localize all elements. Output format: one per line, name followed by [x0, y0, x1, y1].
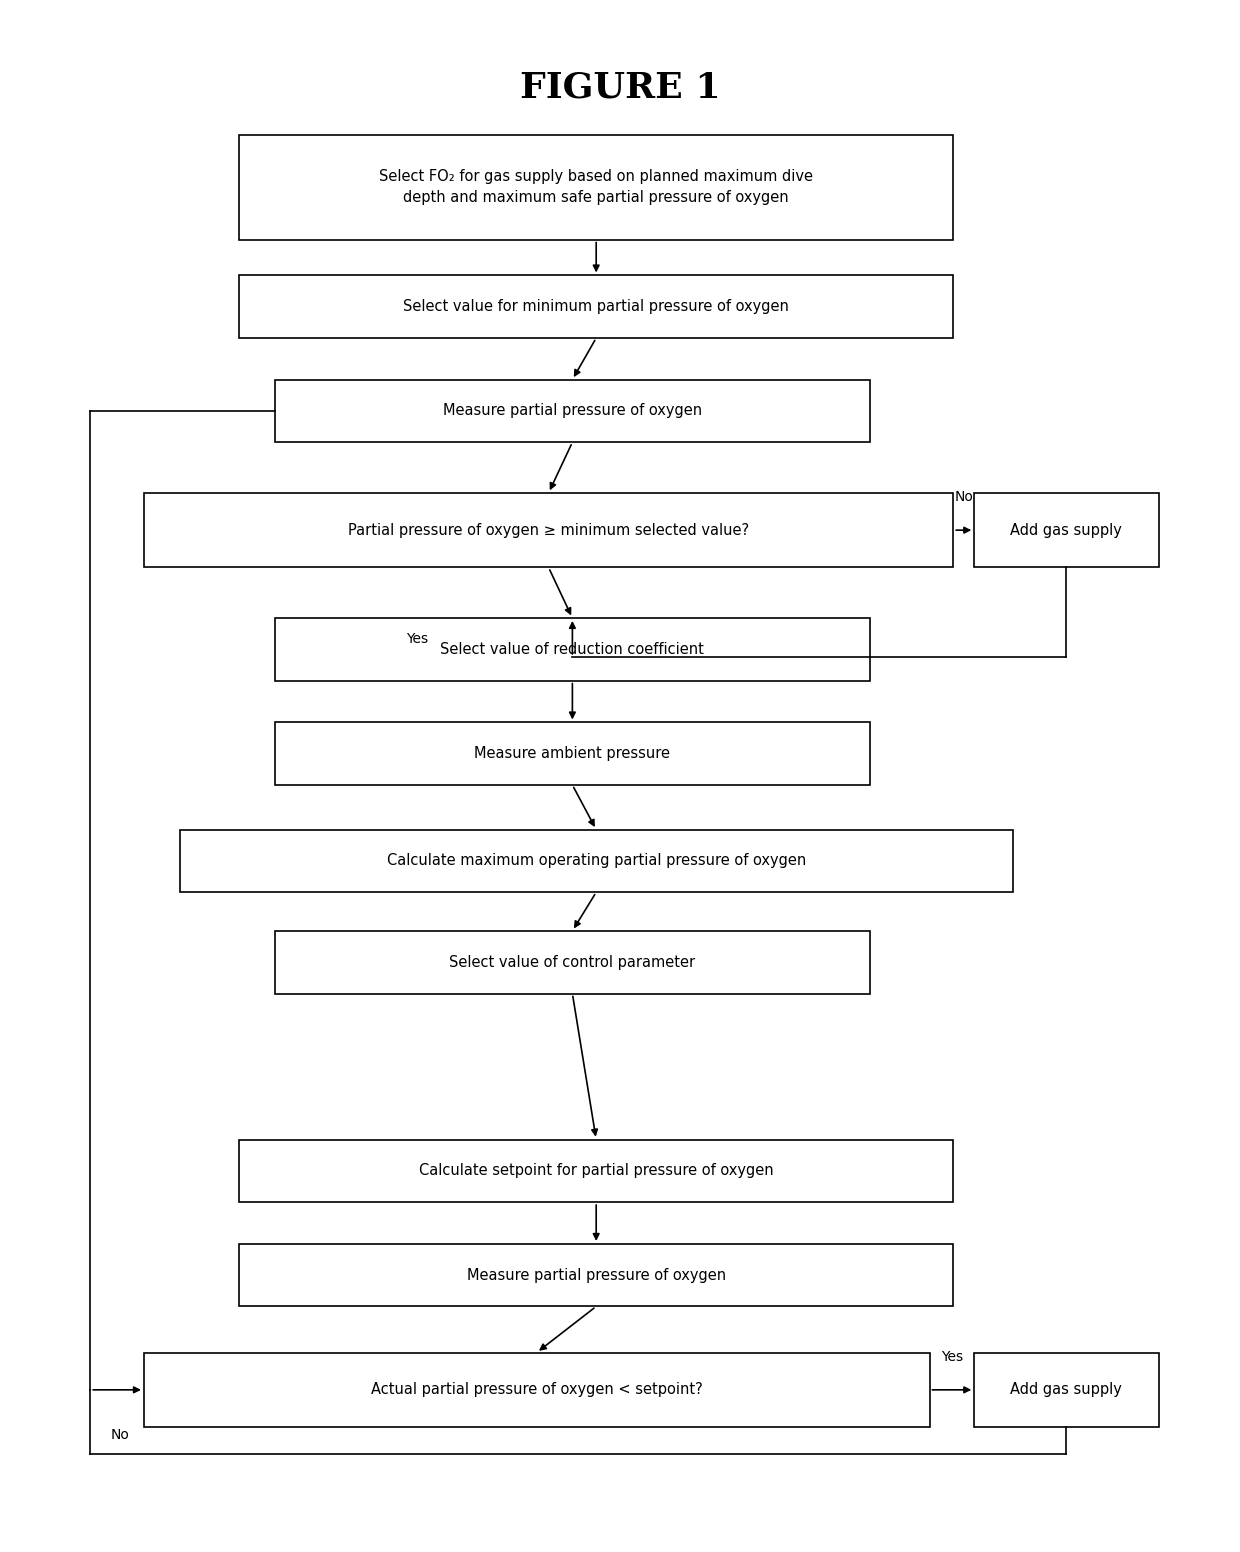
Text: Add gas supply: Add gas supply — [1011, 523, 1122, 537]
Bar — [275, 722, 870, 785]
Text: Actual partial pressure of oxygen < setpoint?: Actual partial pressure of oxygen < setp… — [371, 1383, 703, 1397]
Text: Calculate maximum operating partial pressure of oxygen: Calculate maximum operating partial pres… — [387, 854, 806, 869]
Text: No: No — [110, 1428, 129, 1442]
Bar — [275, 380, 870, 442]
Bar — [975, 1353, 1158, 1428]
Bar — [239, 135, 954, 239]
Text: Partial pressure of oxygen ≥ minimum selected value?: Partial pressure of oxygen ≥ minimum sel… — [348, 523, 749, 537]
Text: Yes: Yes — [405, 632, 428, 646]
Bar — [239, 1139, 954, 1203]
Bar — [239, 1243, 954, 1307]
Text: Yes: Yes — [941, 1350, 963, 1364]
Text: Measure ambient pressure: Measure ambient pressure — [475, 747, 671, 760]
Text: Measure partial pressure of oxygen: Measure partial pressure of oxygen — [466, 1268, 725, 1282]
Text: FIGURE 1: FIGURE 1 — [520, 71, 720, 104]
Bar — [144, 1353, 930, 1428]
Bar — [239, 275, 954, 338]
Text: Select value of reduction coefficient: Select value of reduction coefficient — [440, 643, 704, 656]
Text: Select value for minimum partial pressure of oxygen: Select value for minimum partial pressur… — [403, 300, 789, 314]
Bar — [275, 931, 870, 993]
Text: Add gas supply: Add gas supply — [1011, 1383, 1122, 1397]
Text: Calculate setpoint for partial pressure of oxygen: Calculate setpoint for partial pressure … — [419, 1164, 774, 1178]
Bar — [975, 494, 1158, 568]
Text: Select FO₂ for gas supply based on planned maximum dive
depth and maximum safe p: Select FO₂ for gas supply based on plann… — [379, 169, 813, 205]
Text: Select value of control parameter: Select value of control parameter — [449, 954, 696, 970]
Text: No: No — [955, 490, 973, 504]
Bar — [180, 830, 1013, 892]
Bar — [275, 618, 870, 681]
Text: Measure partial pressure of oxygen: Measure partial pressure of oxygen — [443, 404, 702, 419]
Bar — [144, 494, 954, 568]
